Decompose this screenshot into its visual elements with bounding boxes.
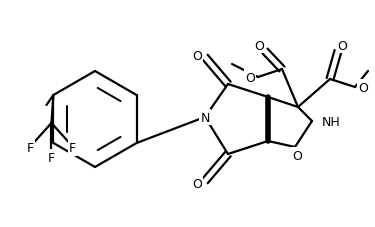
Text: O: O bbox=[292, 149, 302, 162]
Text: F: F bbox=[69, 142, 76, 155]
Text: O: O bbox=[358, 81, 368, 94]
Text: O: O bbox=[254, 39, 264, 52]
Text: O: O bbox=[245, 71, 255, 84]
Text: NH: NH bbox=[322, 115, 341, 128]
Text: O: O bbox=[192, 49, 202, 62]
Text: F: F bbox=[27, 142, 34, 155]
Text: F: F bbox=[48, 151, 55, 164]
Text: O: O bbox=[337, 39, 347, 52]
Text: O: O bbox=[192, 177, 202, 190]
Text: N: N bbox=[200, 111, 210, 124]
